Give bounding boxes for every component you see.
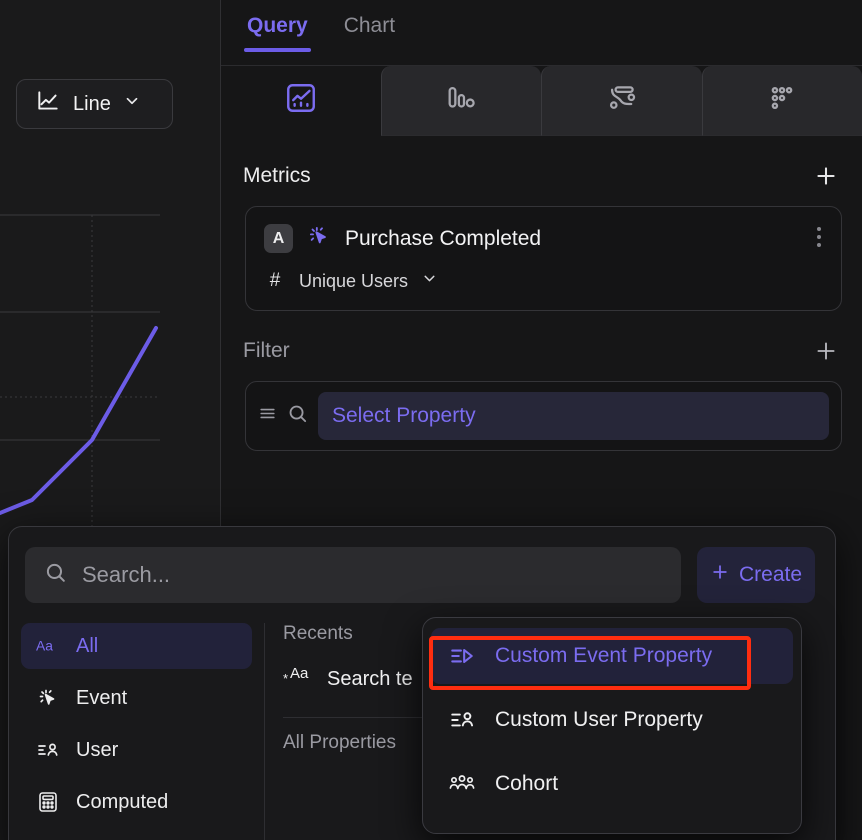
tab-query[interactable]: Query bbox=[244, 14, 311, 52]
add-filter-button[interactable] bbox=[812, 337, 840, 365]
click-cursor-icon bbox=[35, 686, 61, 710]
category-item-computed[interactable]: Computed bbox=[21, 779, 252, 825]
submenu-item-label: Custom Event Property bbox=[495, 644, 713, 667]
user-property-icon bbox=[447, 707, 477, 733]
recents-divider bbox=[283, 717, 453, 718]
svg-text:Aa: Aa bbox=[290, 665, 309, 682]
hash-icon: # bbox=[269, 270, 281, 291]
recents-label: Recents bbox=[283, 623, 353, 644]
metric-aggregation-row[interactable]: # Unique Users bbox=[246, 270, 841, 292]
filter-row: Select Property bbox=[245, 381, 842, 451]
search-placeholder: Search... bbox=[82, 562, 171, 587]
submenu-item-custom-event-property[interactable]: Custom Event Property bbox=[431, 628, 793, 684]
metrics-title: Metrics bbox=[243, 164, 311, 187]
funnel-bars-icon bbox=[444, 81, 478, 120]
aa-text-icon: Aa bbox=[35, 637, 61, 655]
create-button-label: Create bbox=[738, 563, 803, 586]
category-label: Computed bbox=[76, 790, 169, 813]
submenu-item-label: Custom User Property bbox=[495, 708, 703, 731]
category-label: All bbox=[76, 634, 99, 657]
overlay-header: Search... Create bbox=[9, 527, 835, 603]
line-chart-plot bbox=[0, 200, 160, 540]
category-item-all[interactable]: Aa All bbox=[21, 623, 252, 669]
filter-header: Filter bbox=[221, 337, 862, 365]
category-item-event[interactable]: Event bbox=[21, 675, 252, 721]
recent-item-label: Search te bbox=[327, 667, 413, 690]
metric-card[interactable]: A Purchase Completed # Unique Users bbox=[245, 206, 842, 311]
icon-tab-retention[interactable] bbox=[541, 66, 702, 136]
category-label: Event bbox=[76, 686, 128, 709]
create-button[interactable]: Create bbox=[697, 547, 815, 603]
svg-text:*: * bbox=[283, 671, 288, 686]
svg-text:Aa: Aa bbox=[36, 638, 53, 654]
submenu-item-label: Cohort bbox=[495, 772, 559, 795]
icon-tab-grid[interactable] bbox=[701, 66, 862, 136]
calculator-icon bbox=[35, 790, 61, 814]
icon-tab-funnel[interactable] bbox=[380, 66, 541, 136]
submenu-item-custom-user-property[interactable]: Custom User Property bbox=[431, 692, 793, 748]
kebab-menu-icon[interactable] bbox=[817, 227, 821, 247]
create-property-submenu: Custom Event Property Custom User Proper… bbox=[422, 617, 802, 834]
user-list-icon bbox=[35, 738, 61, 762]
chevron-down-icon bbox=[123, 92, 141, 116]
all-properties-label: All Properties bbox=[283, 732, 396, 753]
recent-item[interactable]: Aa * Search te bbox=[283, 659, 817, 699]
tab-bar: Query Chart bbox=[221, 0, 862, 66]
click-cursor-icon bbox=[306, 223, 332, 254]
metric-event-name: Purchase Completed bbox=[345, 226, 542, 250]
chart-type-dropdown[interactable]: Line bbox=[16, 79, 173, 129]
insights-chart-icon bbox=[284, 81, 318, 120]
search-icon bbox=[43, 560, 68, 590]
line-chart-icon bbox=[35, 88, 61, 120]
icon-tab-bar bbox=[221, 66, 862, 136]
select-property-input[interactable]: Select Property bbox=[318, 392, 829, 440]
plus-icon bbox=[710, 562, 730, 588]
tab-chart[interactable]: Chart bbox=[343, 14, 396, 37]
aa-star-text-icon: Aa * bbox=[283, 664, 313, 694]
category-item-user[interactable]: User bbox=[21, 727, 252, 773]
list-lines-icon[interactable] bbox=[258, 404, 277, 428]
submenu-item-cohort[interactable]: Cohort bbox=[431, 756, 793, 812]
chevron-down-icon[interactable] bbox=[421, 270, 438, 292]
add-metric-button[interactable] bbox=[812, 162, 840, 190]
metric-letter-badge: A bbox=[264, 224, 293, 253]
overlay-body: Aa All Event bbox=[9, 623, 835, 840]
dots-grid-icon bbox=[765, 81, 799, 120]
metric-aggregation-label: Unique Users bbox=[299, 270, 409, 291]
metric-row-header: A Purchase Completed bbox=[246, 223, 841, 254]
cohort-people-icon bbox=[447, 771, 477, 797]
retention-flow-icon bbox=[605, 81, 639, 120]
category-list: Aa All Event bbox=[9, 623, 265, 840]
recents-column: Recents Aa * Search te All Properties bbox=[265, 623, 835, 840]
search-icon[interactable] bbox=[286, 402, 309, 430]
filter-title: Filter bbox=[243, 339, 290, 362]
chart-type-label: Line bbox=[73, 92, 111, 115]
category-label: User bbox=[76, 738, 119, 761]
search-input[interactable]: Search... bbox=[25, 547, 681, 603]
icon-tab-insights[interactable] bbox=[221, 66, 381, 136]
event-property-icon bbox=[447, 643, 477, 669]
metrics-header: Metrics bbox=[221, 162, 862, 190]
